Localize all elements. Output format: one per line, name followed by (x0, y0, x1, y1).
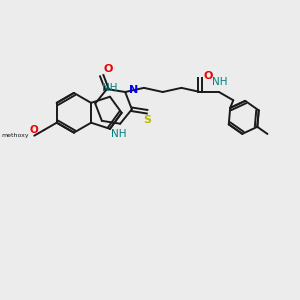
Text: S: S (144, 115, 152, 125)
Text: N: N (129, 85, 138, 95)
Text: methoxy: methoxy (2, 133, 29, 138)
Text: O: O (29, 125, 38, 135)
Text: NH: NH (102, 83, 118, 93)
Text: O: O (103, 64, 113, 74)
Text: NH: NH (212, 77, 227, 87)
Text: NH: NH (111, 129, 127, 139)
Text: O: O (203, 71, 213, 81)
